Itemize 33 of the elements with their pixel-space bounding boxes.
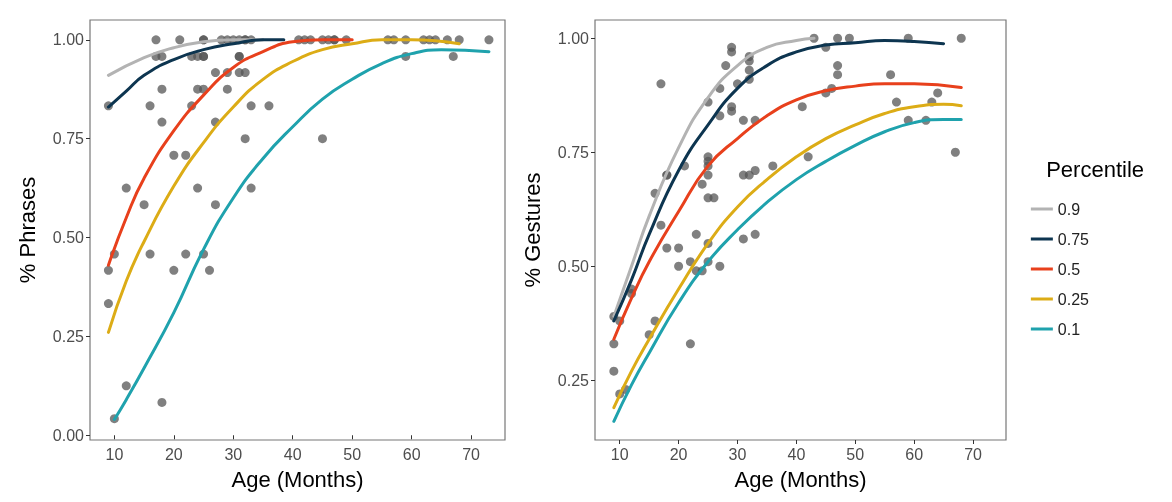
x-tick-label: 40 (283, 445, 302, 463)
x-tick-label: 70 (462, 445, 481, 463)
x-tick-label: 20 (669, 445, 688, 463)
y-tick-label: 1.00 (557, 29, 590, 47)
x-tick-label: 50 (846, 445, 865, 463)
x-tick-label: 10 (105, 445, 124, 463)
x-tick-label: 50 (343, 445, 362, 463)
x-tick-label: 30 (224, 445, 243, 463)
y-tick-label: 0.75 (557, 143, 590, 161)
x-tick-label: 10 (610, 445, 629, 463)
y-axis-title: % Phrases (14, 176, 40, 284)
y-tick-label: 0.75 (52, 130, 85, 148)
x-tick-label: 30 (728, 445, 747, 463)
y-tick-label: 0.50 (557, 257, 590, 275)
legend-label: 0.25 (1057, 290, 1090, 308)
legend-label: 0.75 (1057, 230, 1090, 248)
legend-label: 0.1 (1057, 320, 1081, 338)
y-axis-title: % Gestures (519, 172, 545, 288)
legend-label: 0.5 (1057, 260, 1081, 278)
y-tick-label: 0.25 (52, 327, 85, 345)
x-tick-label: 70 (964, 445, 983, 463)
x-tick-label: 20 (164, 445, 183, 463)
x-tick-label: 60 (402, 445, 421, 463)
y-tick-label: 0.50 (52, 229, 85, 247)
x-tick-label: 60 (905, 445, 924, 463)
x-axis-title: Age (Months) (231, 466, 364, 492)
y-tick-label: 1.00 (52, 31, 85, 49)
legend-title: Percentile (1046, 156, 1145, 182)
legend-label: 0.9 (1057, 200, 1081, 218)
y-tick-label: 0.00 (52, 426, 85, 444)
x-tick-label: 40 (787, 445, 806, 463)
y-tick-label: 0.25 (557, 371, 590, 389)
x-axis-title: Age (Months) (734, 466, 867, 492)
